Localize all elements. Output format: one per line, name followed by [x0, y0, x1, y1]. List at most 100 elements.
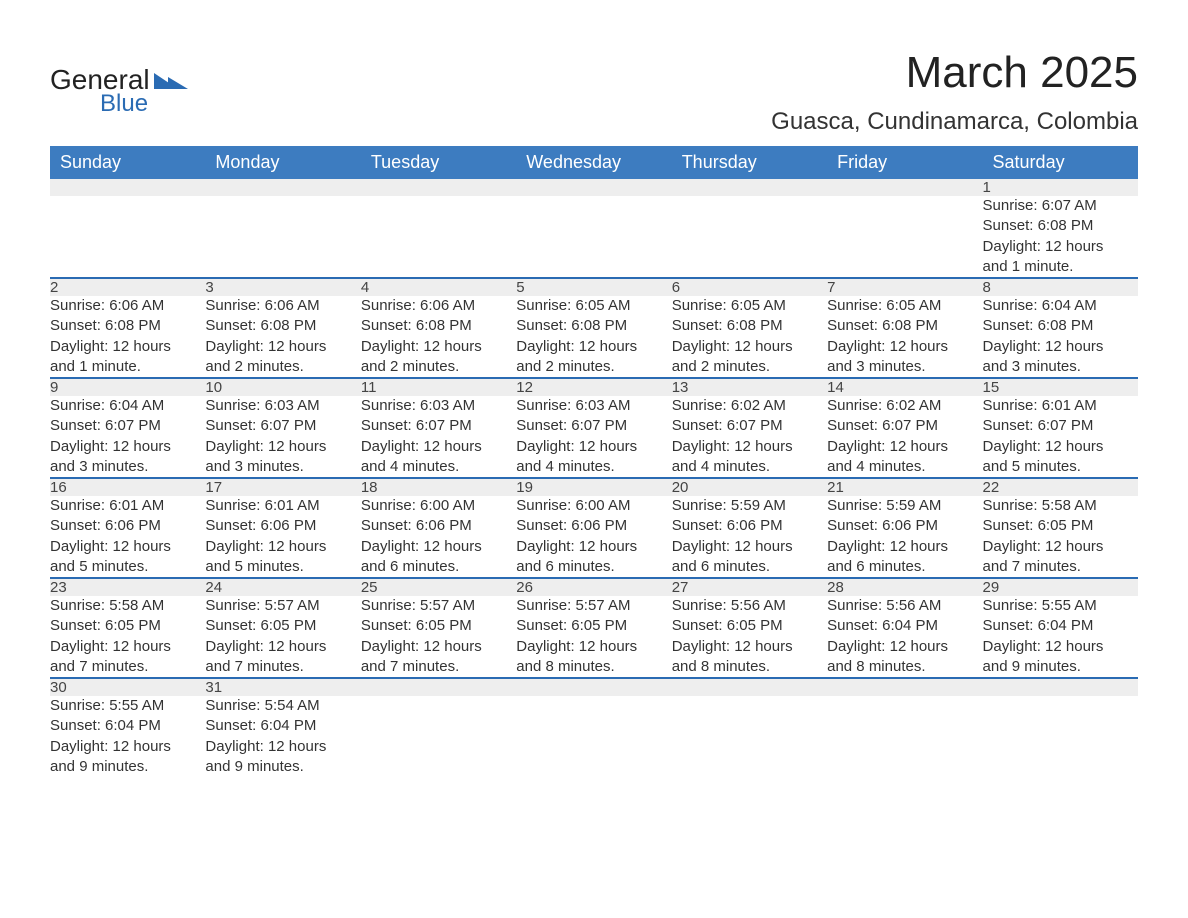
day-number-cell: 14	[827, 378, 982, 396]
daylight-text: Daylight: 12 hours	[672, 337, 827, 357]
sunrise-text: Sunrise: 6:05 AM	[516, 296, 671, 316]
daylight-text: Daylight: 12 hours	[361, 337, 516, 357]
page-title: March 2025	[771, 48, 1138, 98]
daylight-text: and 9 minutes.	[983, 657, 1138, 677]
day-detail-row: Sunrise: 6:06 AMSunset: 6:08 PMDaylight:…	[50, 296, 1138, 378]
day-detail-cell	[361, 696, 516, 777]
sunrise-text: Sunrise: 6:06 AM	[50, 296, 205, 316]
day-number: 20	[672, 479, 689, 496]
brand-flag-icon	[154, 69, 188, 91]
sunrise-text: Sunrise: 6:05 AM	[672, 296, 827, 316]
sunset-text: Sunset: 6:06 PM	[827, 516, 982, 536]
daylight-text: and 3 minutes.	[205, 457, 360, 477]
day-number: 23	[50, 579, 67, 596]
day-detail-cell: Sunrise: 5:56 AMSunset: 6:05 PMDaylight:…	[672, 596, 827, 678]
daylight-text: Daylight: 12 hours	[205, 637, 360, 657]
daylight-text: Daylight: 12 hours	[50, 337, 205, 357]
day-number-row: 9101112131415	[50, 378, 1138, 396]
day-detail-cell: Sunrise: 6:04 AMSunset: 6:07 PMDaylight:…	[50, 396, 205, 478]
sunset-text: Sunset: 6:08 PM	[516, 316, 671, 336]
sunrise-text: Sunrise: 6:03 AM	[516, 396, 671, 416]
day-number-cell	[205, 179, 360, 196]
daylight-text: Daylight: 12 hours	[205, 437, 360, 457]
weekday-header: Thursday	[672, 146, 827, 179]
sunrise-text: Sunrise: 5:55 AM	[50, 696, 205, 716]
daylight-text: and 2 minutes.	[361, 357, 516, 377]
title-block: March 2025 Guasca, Cundinamarca, Colombi…	[771, 48, 1138, 136]
day-number-cell: 20	[672, 478, 827, 496]
day-number: 22	[983, 479, 1000, 496]
daylight-text: Daylight: 12 hours	[516, 637, 671, 657]
day-detail-cell: Sunrise: 6:00 AMSunset: 6:06 PMDaylight:…	[516, 496, 671, 578]
sunrise-text: Sunrise: 5:55 AM	[983, 596, 1138, 616]
day-number-cell: 25	[361, 578, 516, 596]
daylight-text: Daylight: 12 hours	[672, 537, 827, 557]
day-number-cell: 16	[50, 478, 205, 496]
day-number-cell: 1	[983, 179, 1138, 196]
sunset-text: Sunset: 6:07 PM	[672, 416, 827, 436]
day-number: 30	[50, 679, 67, 696]
day-detail-cell: Sunrise: 5:57 AMSunset: 6:05 PMDaylight:…	[205, 596, 360, 678]
daylight-text: Daylight: 12 hours	[205, 337, 360, 357]
day-number-cell: 2	[50, 278, 205, 296]
day-number-cell: 19	[516, 478, 671, 496]
sunrise-text: Sunrise: 6:04 AM	[50, 396, 205, 416]
daylight-text: Daylight: 12 hours	[361, 437, 516, 457]
day-detail-cell: Sunrise: 6:03 AMSunset: 6:07 PMDaylight:…	[516, 396, 671, 478]
sunrise-text: Sunrise: 6:01 AM	[983, 396, 1138, 416]
day-number: 25	[361, 579, 378, 596]
day-number-cell: 10	[205, 378, 360, 396]
daylight-text: Daylight: 12 hours	[983, 537, 1138, 557]
sunrise-text: Sunrise: 6:06 AM	[205, 296, 360, 316]
sunrise-text: Sunrise: 6:03 AM	[205, 396, 360, 416]
day-number-cell: 17	[205, 478, 360, 496]
sunset-text: Sunset: 6:06 PM	[361, 516, 516, 536]
calendar-page: General Blue March 2025 Guasca, Cundinam…	[0, 0, 1188, 817]
day-number-cell	[672, 179, 827, 196]
daylight-text: Daylight: 12 hours	[672, 437, 827, 457]
daylight-text: and 6 minutes.	[516, 557, 671, 577]
day-detail-cell: Sunrise: 5:59 AMSunset: 6:06 PMDaylight:…	[827, 496, 982, 578]
sunset-text: Sunset: 6:07 PM	[50, 416, 205, 436]
sunset-text: Sunset: 6:06 PM	[672, 516, 827, 536]
day-number-row: 2345678	[50, 278, 1138, 296]
day-number: 9	[50, 379, 58, 396]
daylight-text: Daylight: 12 hours	[516, 337, 671, 357]
day-number: 12	[516, 379, 533, 396]
sunrise-text: Sunrise: 5:57 AM	[205, 596, 360, 616]
day-detail-cell: Sunrise: 6:05 AMSunset: 6:08 PMDaylight:…	[672, 296, 827, 378]
day-number: 5	[516, 279, 524, 296]
daylight-text: and 2 minutes.	[672, 357, 827, 377]
daylight-text: and 8 minutes.	[672, 657, 827, 677]
day-detail-cell: Sunrise: 6:01 AMSunset: 6:06 PMDaylight:…	[205, 496, 360, 578]
day-number: 4	[361, 279, 369, 296]
day-number-cell: 11	[361, 378, 516, 396]
day-number-cell: 3	[205, 278, 360, 296]
daylight-text: and 8 minutes.	[516, 657, 671, 677]
weekday-header-row: Sunday Monday Tuesday Wednesday Thursday…	[50, 146, 1138, 179]
sunset-text: Sunset: 6:06 PM	[516, 516, 671, 536]
daylight-text: and 7 minutes.	[50, 657, 205, 677]
day-detail-cell	[672, 196, 827, 278]
day-number-row: 23242526272829	[50, 578, 1138, 596]
day-detail-cell: Sunrise: 6:05 AMSunset: 6:08 PMDaylight:…	[827, 296, 982, 378]
day-number: 3	[205, 279, 213, 296]
weekday-header: Monday	[205, 146, 360, 179]
daylight-text: Daylight: 12 hours	[827, 537, 982, 557]
day-detail-row: Sunrise: 6:01 AMSunset: 6:06 PMDaylight:…	[50, 496, 1138, 578]
day-number-cell	[361, 678, 516, 696]
day-number: 7	[827, 279, 835, 296]
daylight-text: Daylight: 12 hours	[672, 637, 827, 657]
daylight-text: and 1 minute.	[50, 357, 205, 377]
day-number: 31	[205, 679, 222, 696]
daylight-text: Daylight: 12 hours	[50, 737, 205, 757]
sunrise-text: Sunrise: 6:02 AM	[672, 396, 827, 416]
day-detail-cell	[205, 196, 360, 278]
sunset-text: Sunset: 6:04 PM	[983, 616, 1138, 636]
day-detail-cell: Sunrise: 5:55 AMSunset: 6:04 PMDaylight:…	[50, 696, 205, 777]
day-number-row: 16171819202122	[50, 478, 1138, 496]
daylight-text: and 3 minutes.	[983, 357, 1138, 377]
day-detail-row: Sunrise: 5:58 AMSunset: 6:05 PMDaylight:…	[50, 596, 1138, 678]
daylight-text: Daylight: 12 hours	[50, 537, 205, 557]
day-detail-cell: Sunrise: 6:06 AMSunset: 6:08 PMDaylight:…	[50, 296, 205, 378]
